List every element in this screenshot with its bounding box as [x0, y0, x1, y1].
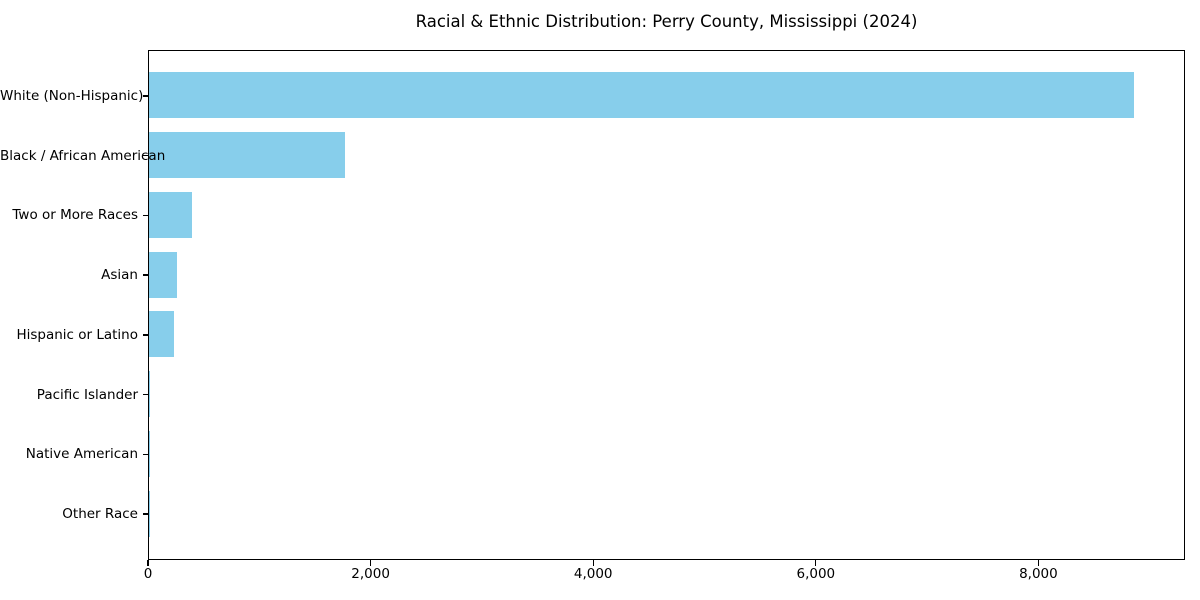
- category-label: White (Non-Hispanic): [0, 87, 144, 104]
- x-tick: [369, 560, 372, 566]
- category-label: Black / African American: [0, 147, 166, 164]
- x-tick: [1037, 560, 1040, 566]
- category-label: Two or More Races: [12, 207, 138, 224]
- y-tick: [142, 154, 148, 157]
- y-tick: [142, 513, 148, 515]
- x-tick-label: 4,000: [573, 566, 613, 582]
- plot-area: [148, 50, 1185, 560]
- chart-title: Racial & Ethnic Distribution: Perry Coun…: [415, 12, 918, 31]
- y-tick: [142, 95, 148, 97]
- bar: [149, 251, 177, 298]
- y-tick: [142, 214, 148, 217]
- category-label: Native American: [25, 446, 138, 463]
- y-tick: [142, 393, 148, 396]
- category-label: Other Race: [62, 506, 138, 523]
- category-label: Pacific Islander: [36, 386, 138, 403]
- bar: [149, 371, 151, 418]
- x-tick-label: 2,000: [351, 566, 390, 582]
- x-tick-label: 8,000: [1019, 566, 1058, 582]
- bar: [149, 132, 346, 179]
- x-tick: [815, 560, 817, 566]
- x-tick-label: 6,000: [796, 566, 836, 582]
- category-label: Asian: [101, 267, 138, 284]
- x-tick: [147, 560, 149, 566]
- y-tick: [142, 334, 148, 336]
- category-label: Hispanic or Latino: [16, 326, 138, 343]
- bar: [149, 430, 150, 477]
- y-tick: [142, 453, 148, 456]
- x-tick-label: 0: [143, 566, 153, 582]
- bar: [149, 72, 1135, 119]
- y-tick: [142, 274, 148, 276]
- bar: [149, 191, 192, 238]
- x-tick: [592, 560, 594, 566]
- bar: [149, 311, 175, 358]
